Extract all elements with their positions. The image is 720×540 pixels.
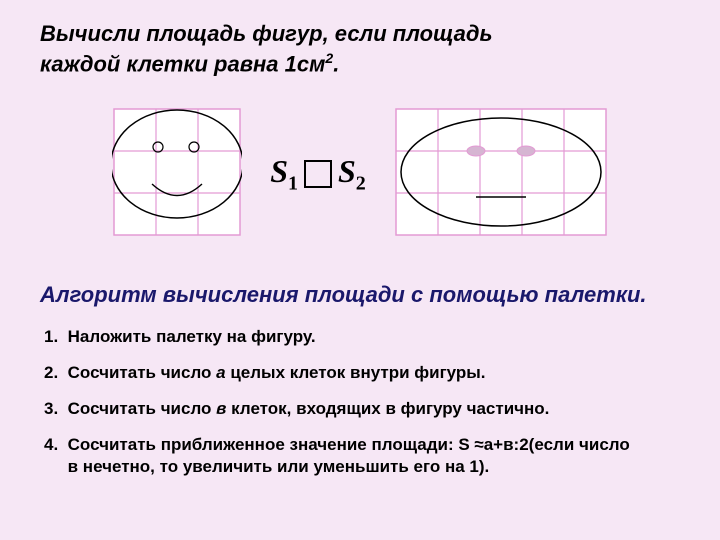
grid-circle-face xyxy=(112,107,242,237)
step-4: 4. Сосчитать приближенное значение площа… xyxy=(40,434,680,478)
step-2: 2. Сосчитать число а целых клеток внутри… xyxy=(40,362,680,384)
step-1: 1. Наложить палетку на фигуру. xyxy=(40,326,680,348)
s2-label: S2 xyxy=(338,153,366,195)
slide: Вычисли площадь фигур, если площадь кажд… xyxy=(0,0,720,540)
comparison-box-icon xyxy=(304,160,332,188)
figures-row: S1 S2 xyxy=(40,107,680,242)
step-3: 3. Сосчитать число в клеток, входящих в … xyxy=(40,398,680,420)
grid-ellipse-face xyxy=(394,107,608,237)
figure-left xyxy=(112,107,242,242)
comparison-expression: S1 S2 xyxy=(270,153,366,195)
algorithm-title: Алгоритм вычисления площади с помощью па… xyxy=(40,282,680,308)
title-line2-suffix: . xyxy=(333,51,339,76)
s1-label: S1 xyxy=(270,153,298,195)
title-line2-prefix: каждой клетки равна 1см xyxy=(40,51,325,76)
figure-right xyxy=(394,107,608,242)
problem-title: Вычисли площадь фигур, если площадь кажд… xyxy=(40,20,680,79)
title-line1: Вычисли площадь фигур, если площадь xyxy=(40,21,493,46)
